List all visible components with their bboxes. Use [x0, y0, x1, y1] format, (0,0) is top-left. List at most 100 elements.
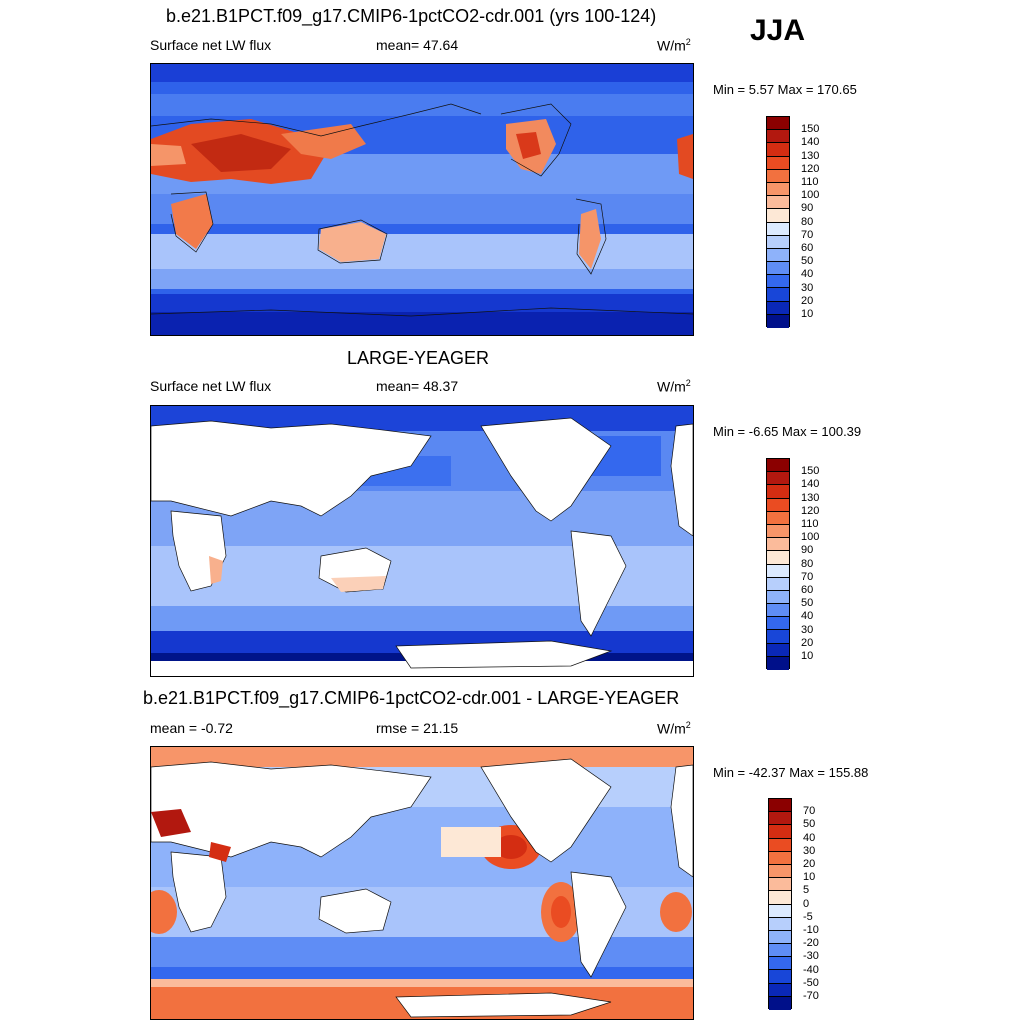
colorbar-tick-label: -50 [803, 976, 819, 989]
colorbar-cell [769, 812, 791, 826]
panel-middle-mean-label: mean= 48.37 [376, 378, 459, 394]
colorbar-tick-label: 30 [801, 281, 814, 294]
panel-middle-colorbar [766, 458, 790, 670]
colorbar-tick-label: -70 [803, 990, 819, 1002]
panel-middle-title: LARGE-YEAGER [347, 348, 490, 368]
colorbar-tick-label: 40 [801, 268, 814, 281]
colorbar-cell [767, 498, 789, 512]
colorbar-cell [767, 301, 789, 315]
colorbar-tick-label: -10 [803, 924, 819, 936]
colorbar-cell [767, 117, 789, 131]
colorbar-cell [767, 485, 789, 499]
colorbar-tick-label: 130 [801, 491, 820, 504]
colorbar-cell [769, 996, 791, 1010]
colorbar-tick-label: 0 [803, 897, 810, 910]
colorbar-cell [767, 656, 789, 670]
colorbar-cell [767, 472, 789, 486]
colorbar-tick-label: 150 [801, 123, 820, 136]
colorbar-cell [767, 459, 789, 473]
colorbar-tick-label: 40 [803, 831, 816, 844]
colorbar-tick-label: -40 [803, 963, 819, 976]
panel-top-unit: W/m2 [657, 37, 691, 54]
colorbar-tick-label: 90 [801, 202, 814, 215]
colorbar-tick-label: 10 [801, 650, 814, 662]
colorbar-cell [767, 288, 789, 302]
colorbar-cell [769, 799, 791, 813]
colorbar-tick-label: 100 [801, 531, 820, 544]
colorbar-tick-label: 150 [801, 465, 820, 478]
colorbar-tick-label: 140 [801, 136, 820, 149]
colorbar-cell [767, 169, 789, 183]
colorbar-cell [767, 248, 789, 263]
colorbar-tick-label: 120 [801, 504, 820, 517]
colorbar-tick-label: -5 [803, 910, 813, 923]
colorbar-cell [767, 604, 789, 618]
colorbar-cell [767, 209, 789, 223]
colorbar-cell [769, 838, 791, 852]
colorbar-tick-label: 110 [801, 176, 819, 188]
colorbar-tick-label: 50 [801, 255, 814, 268]
colorbar-cell [767, 577, 789, 591]
colorbar-cell [767, 196, 789, 210]
colorbar-cell [769, 878, 791, 892]
colorbar-tick-label: 30 [803, 844, 816, 857]
colorbar-cell [769, 891, 791, 905]
colorbar-cell [769, 957, 791, 971]
colorbar-tick-label: 140 [801, 478, 820, 491]
colorbar-cell [767, 524, 789, 539]
colorbar-cell [767, 275, 789, 289]
colorbar-tick-label: 80 [801, 215, 814, 228]
colorbar-tick-label: 20 [801, 294, 814, 307]
season-label: JJA [750, 14, 806, 47]
colorbar-cell [769, 970, 791, 984]
colorbar-cell [769, 864, 791, 879]
panel-top-colorbar [766, 116, 790, 328]
panel-bottom-mean-label: mean = -0.72 [150, 720, 233, 736]
colorbar-cell [767, 143, 789, 157]
colorbar-tick-label: 20 [803, 858, 816, 870]
colorbar-cell [767, 130, 789, 144]
colorbar-tick-label: 5 [803, 884, 810, 897]
panel-bottom-minmax: Min = -42.37 Max = 155.88 [713, 765, 869, 780]
colorbar-cell [769, 944, 791, 958]
panel-middle-unit: W/m2 [657, 378, 691, 395]
panel-middle-variable-label: Surface net LW flux [150, 378, 272, 394]
colorbar-cell [769, 904, 791, 918]
colorbar-tick-label: 50 [803, 818, 816, 831]
colorbar-tick-label: 40 [801, 610, 814, 623]
colorbar-tick-label: 120 [801, 162, 820, 175]
colorbar-cell [767, 314, 789, 328]
colorbar-tick-label: 70 [801, 570, 814, 583]
colorbar-cell [769, 851, 791, 865]
colorbar-tick-label: 70 [803, 805, 816, 818]
panel-top-variable-label: Surface net LW flux [150, 37, 272, 53]
panel-bottom-colorbar [768, 798, 792, 1010]
colorbar-tick-label: 20 [801, 636, 814, 649]
panel-bottom-unit: W/m2 [657, 720, 691, 737]
panel-top-mean-label: mean= 47.64 [376, 37, 459, 53]
colorbar-tick-label: -20 [803, 937, 819, 950]
colorbar-tick-label: 130 [801, 149, 820, 162]
colorbar-cell [767, 643, 789, 657]
panel-top-minmax: Min = 5.57 Max = 170.65 [713, 82, 857, 97]
colorbar-cell [767, 182, 789, 197]
colorbar-tick-label: 90 [801, 544, 814, 557]
panel-middle-minmax: Min = -6.65 Max = 100.39 [713, 424, 862, 439]
colorbar-tick-label: 60 [801, 242, 814, 254]
colorbar-tick-label: 60 [801, 584, 814, 596]
panel-middle-map [150, 405, 694, 677]
panel-bottom-title: b.e21.B1PCT.f09_g17.CMIP6-1pctCO2-cdr.00… [143, 688, 680, 708]
colorbar-cell [767, 262, 789, 276]
colorbar-tick-label: -30 [803, 950, 819, 963]
colorbar-cell [767, 590, 789, 605]
colorbar-cell [767, 538, 789, 552]
colorbar-cell [767, 564, 789, 578]
colorbar-cell [767, 222, 789, 236]
colorbar-cell [769, 983, 791, 997]
colorbar-cell [769, 930, 791, 945]
colorbar-cell [767, 156, 789, 170]
panel-bottom-rmse-label: rmse = 21.15 [376, 720, 459, 736]
panel-top-map [150, 63, 694, 336]
panel-bottom-map [150, 746, 694, 1020]
colorbar-cell [767, 630, 789, 644]
